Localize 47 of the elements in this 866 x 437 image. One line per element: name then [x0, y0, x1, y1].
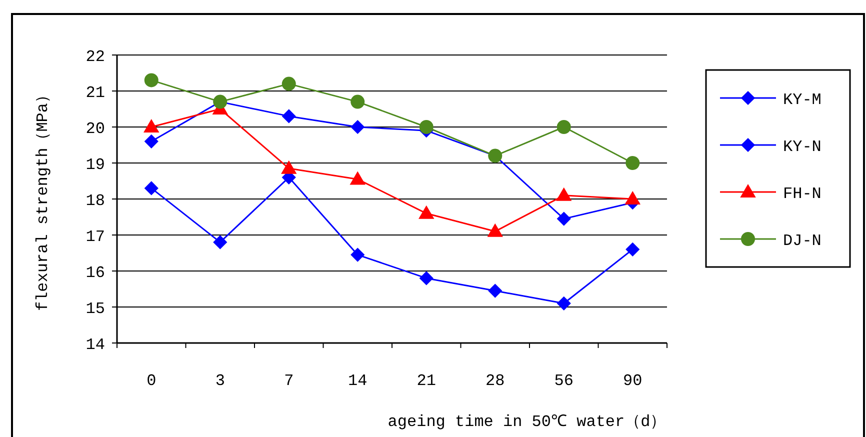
point [488, 284, 502, 298]
point [557, 296, 571, 310]
point [626, 156, 640, 170]
point [350, 120, 364, 134]
y-tick-label: 20 [86, 120, 105, 138]
point [350, 172, 366, 185]
point [281, 160, 296, 174]
y-tick-label: 18 [86, 192, 105, 210]
point [350, 94, 365, 109]
point [626, 242, 640, 256]
legend-label: FH-N [783, 185, 822, 203]
y-tick-label: 15 [86, 300, 105, 318]
point [556, 120, 571, 134]
point [350, 248, 364, 262]
x-tick-label: 7 [284, 372, 294, 390]
point [419, 120, 434, 134]
point [144, 134, 158, 148]
x-tick-label: 90 [623, 372, 642, 390]
point [144, 73, 158, 88]
x-tick-label: 0 [146, 372, 156, 390]
x-tick-label: 56 [554, 372, 574, 390]
point [144, 120, 159, 132]
point [418, 206, 434, 219]
x-tick-label: 3 [215, 372, 225, 390]
point [556, 188, 572, 201]
y-tick-label: 21 [86, 84, 105, 102]
legend-label: KY-N [783, 138, 822, 156]
x-tick-label: 14 [348, 372, 368, 390]
point [282, 109, 296, 123]
y-tick-label: 22 [86, 48, 105, 66]
point [488, 224, 503, 237]
point [557, 212, 571, 226]
legend-label: DJ-N [783, 232, 822, 250]
point [420, 271, 434, 285]
y-tick-label: 19 [86, 156, 105, 174]
point [625, 192, 640, 204]
y-axis-title: flexural strength（MPa） [34, 86, 52, 312]
legend-label: KY-M [783, 91, 822, 109]
point [213, 235, 227, 249]
x-axis-title: ageing time in 50℃ water（d） [388, 413, 666, 431]
x-tick-label: 21 [416, 372, 436, 390]
y-tick-label: 16 [86, 264, 105, 282]
y-tick-label: 17 [86, 228, 105, 246]
y-tick-label: 14 [86, 336, 105, 354]
point [282, 76, 296, 91]
point [144, 181, 158, 195]
x-tick-label: 28 [486, 372, 505, 390]
